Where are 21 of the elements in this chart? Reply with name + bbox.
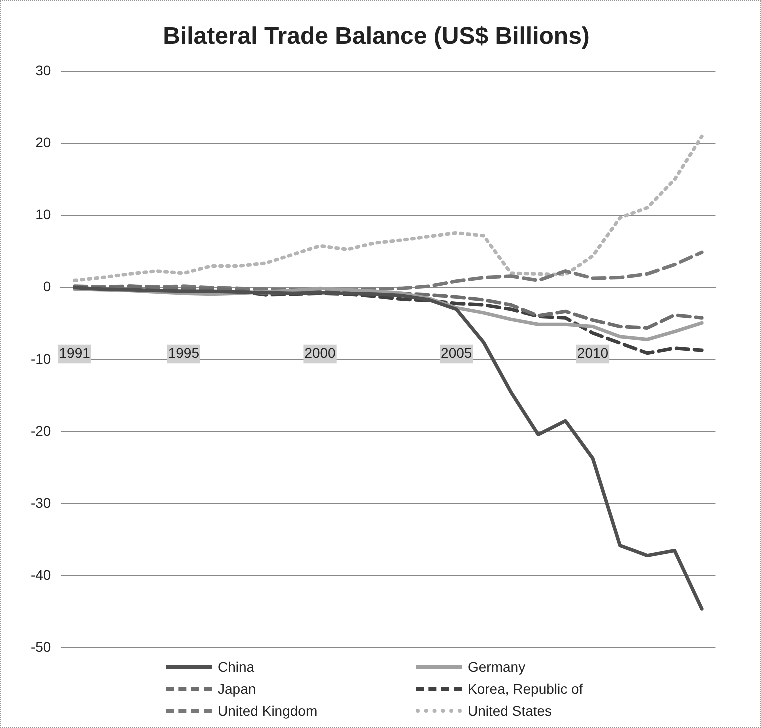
y-tick-label: 10 bbox=[36, 206, 52, 223]
y-tick-label: -30 bbox=[30, 494, 52, 511]
y-tick-label: -20 bbox=[30, 422, 52, 439]
y-tick-label: -10 bbox=[30, 350, 52, 367]
legend-label: Germany bbox=[468, 659, 526, 675]
legend-label: United Kingdom bbox=[218, 703, 318, 719]
legend-label: United States bbox=[468, 703, 552, 719]
legend-label: Korea, Republic of bbox=[468, 681, 584, 697]
chart-title: Bilateral Trade Balance (US$ Billions) bbox=[163, 23, 590, 50]
x-tick-label: 2010 bbox=[577, 345, 609, 362]
y-tick-label: -50 bbox=[30, 638, 52, 655]
x-tick-label: 2005 bbox=[441, 345, 472, 362]
x-tick-label: 1991 bbox=[59, 345, 91, 362]
y-tick-label: 20 bbox=[36, 134, 52, 151]
y-tick-label: -40 bbox=[30, 566, 52, 583]
x-tick-label: 2000 bbox=[304, 345, 336, 362]
legend-label: Japan bbox=[218, 681, 256, 697]
y-tick-label: 30 bbox=[36, 62, 52, 79]
legend-label: China bbox=[218, 659, 255, 675]
y-tick-label: 0 bbox=[43, 278, 52, 295]
x-tick-label: 1995 bbox=[168, 345, 200, 362]
